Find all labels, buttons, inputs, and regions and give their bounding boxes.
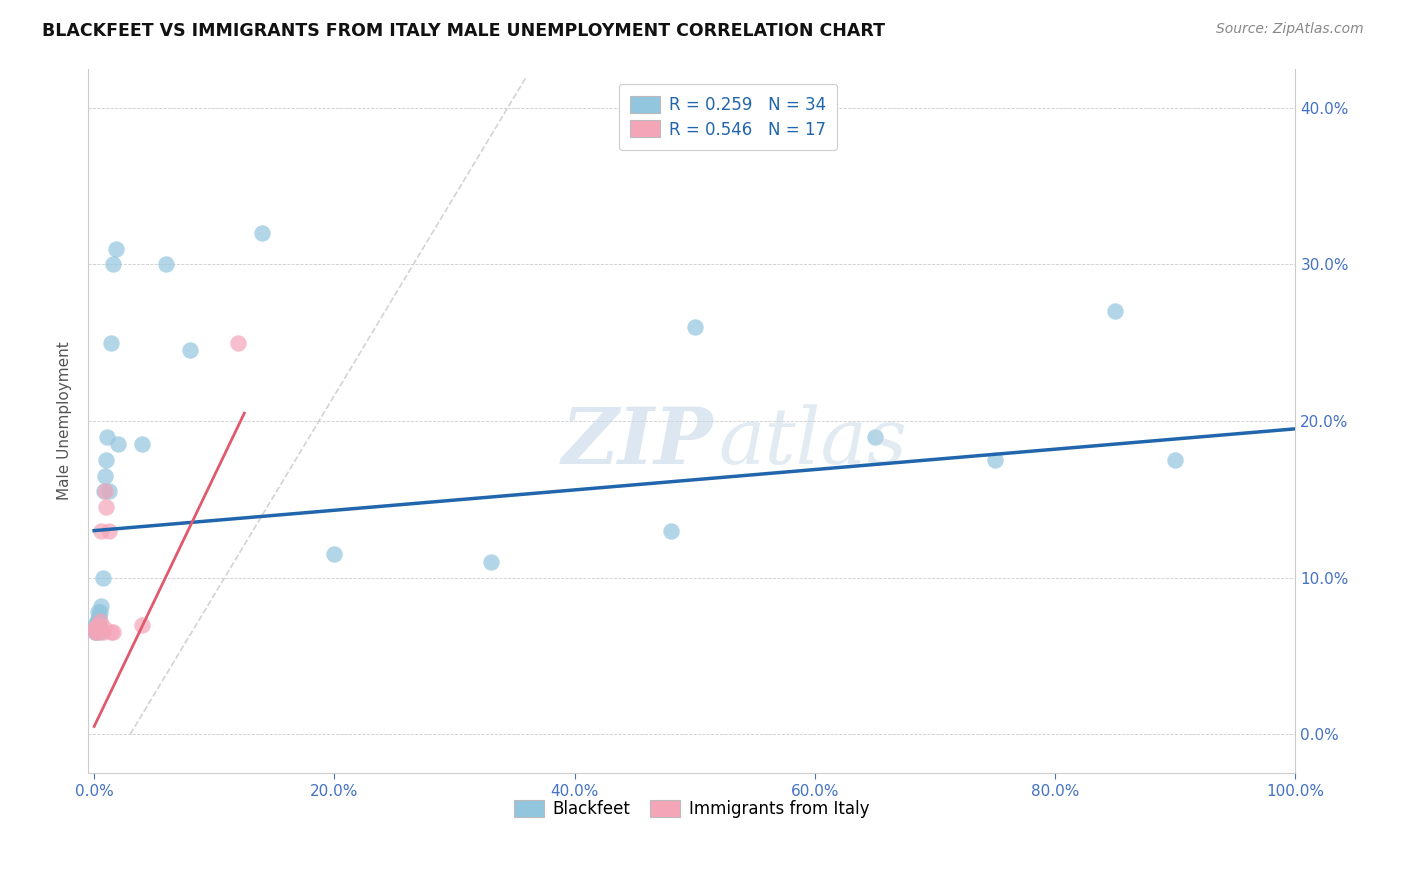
Text: Source: ZipAtlas.com: Source: ZipAtlas.com — [1216, 22, 1364, 37]
Point — [86, 615, 108, 629]
Point — [984, 453, 1007, 467]
Point — [87, 605, 110, 619]
Point — [683, 320, 706, 334]
Point — [863, 430, 886, 444]
Text: atlas: atlas — [718, 404, 907, 480]
Text: BLACKFEET VS IMMIGRANTS FROM ITALY MALE UNEMPLOYMENT CORRELATION CHART: BLACKFEET VS IMMIGRANTS FROM ITALY MALE … — [42, 22, 886, 40]
Point — [97, 524, 120, 538]
Point — [89, 625, 111, 640]
Point — [96, 453, 118, 467]
Point — [90, 524, 112, 538]
Point — [84, 625, 107, 640]
Text: ZIP: ZIP — [561, 404, 713, 481]
Point — [1104, 304, 1126, 318]
Point — [97, 484, 120, 499]
Point — [89, 615, 111, 629]
Point — [91, 625, 114, 640]
Point — [323, 547, 346, 561]
Point — [93, 484, 115, 499]
Point — [94, 468, 117, 483]
Point — [93, 621, 115, 635]
Point — [91, 571, 114, 585]
Point — [86, 621, 108, 635]
Point — [103, 625, 125, 640]
Point — [87, 621, 110, 635]
Point — [86, 625, 108, 640]
Point — [86, 625, 108, 640]
Point — [96, 500, 118, 515]
Point — [226, 335, 249, 350]
Point — [1164, 453, 1187, 467]
Point — [131, 437, 153, 451]
Point — [87, 609, 110, 624]
Point — [104, 242, 127, 256]
Point — [90, 599, 112, 613]
Point — [479, 555, 502, 569]
Point — [84, 617, 107, 632]
Point — [107, 437, 129, 451]
Point — [131, 617, 153, 632]
Point — [87, 617, 110, 632]
Point — [100, 625, 122, 640]
Point — [179, 343, 201, 358]
Point — [96, 430, 118, 444]
Point — [103, 257, 125, 271]
Point — [100, 335, 122, 350]
Point — [87, 617, 110, 632]
Point — [89, 605, 111, 619]
Point — [87, 621, 110, 635]
Point — [84, 625, 107, 640]
Point — [94, 484, 117, 499]
Point — [84, 621, 107, 635]
Legend: Blackfeet, Immigrants from Italy: Blackfeet, Immigrants from Italy — [508, 794, 876, 825]
Point — [659, 524, 682, 538]
Point — [87, 615, 110, 629]
Y-axis label: Male Unemployment: Male Unemployment — [58, 342, 72, 500]
Point — [252, 226, 274, 240]
Point — [155, 257, 177, 271]
